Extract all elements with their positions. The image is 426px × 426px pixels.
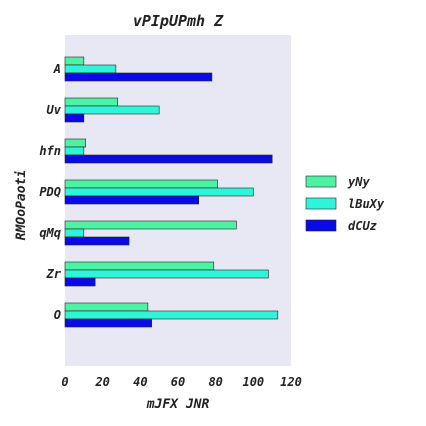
- y-tick-labels: A Uv hfn PDQ qMq Zr O: [39, 62, 61, 322]
- chart-title: vPIpUPmh Z: [133, 12, 224, 30]
- y-tick-label: PDQ: [39, 185, 61, 199]
- bar-lBuXy-O: [64, 310, 279, 320]
- legend: yNy lBuXy dCUz: [305, 175, 385, 233]
- bar-dCUz-O: [64, 318, 152, 328]
- x-tick-label: 0: [61, 375, 68, 389]
- x-tick-label: 80: [208, 375, 222, 389]
- x-tick-label: 60: [171, 375, 185, 389]
- bar-yNy-hfn: [64, 138, 87, 148]
- bar-lBuXy-Zr: [64, 269, 269, 279]
- legend-swatch-dCUz: [305, 219, 337, 232]
- y-tick-label: A: [53, 62, 61, 76]
- bar-dCUz-Uv: [64, 113, 85, 123]
- y-tick-label: Uv: [47, 103, 62, 117]
- y-tick-label: Zr: [46, 267, 62, 281]
- legend-label-lBuXy: lBuXy: [348, 197, 385, 211]
- bar-yNy-qMq: [64, 220, 237, 230]
- bars-group: [64, 56, 279, 328]
- y-tick-label: hfn: [39, 144, 61, 158]
- bar-yNy-PDQ: [64, 179, 218, 189]
- bar-dCUz-Zr: [64, 277, 96, 287]
- legend-swatch-lBuXy: [305, 197, 337, 210]
- x-tick-labels: 0 20 40 60 80 100 120: [61, 375, 301, 389]
- bar-yNy-Zr: [64, 261, 215, 271]
- x-tick-label: 40: [133, 375, 147, 389]
- x-tick-label: 120: [280, 375, 302, 389]
- y-tick-label: O: [54, 308, 61, 322]
- bar-dCUz-hfn: [64, 154, 273, 164]
- bar-dCUz-qMq: [64, 236, 130, 246]
- bar-lBuXy-A: [64, 64, 117, 74]
- bar-dCUz-PDQ: [64, 195, 200, 205]
- bar-lBuXy-qMq: [64, 228, 85, 238]
- x-tick-label: 20: [94, 375, 109, 389]
- legend-label-yNy: yNy: [347, 175, 370, 189]
- bar-yNy-A: [64, 56, 85, 66]
- bar-lBuXy-PDQ: [64, 187, 254, 197]
- y-tick-label: qMq: [39, 226, 61, 240]
- x-tick-label: 100: [242, 375, 264, 389]
- y-axis-label: RMOoPaoti: [14, 170, 29, 240]
- bar-lBuXy-hfn: [64, 146, 85, 156]
- bar-yNy-Uv: [64, 97, 119, 107]
- x-axis-label: mJFX JNR: [146, 397, 210, 412]
- bar-dCUz-A: [64, 72, 213, 82]
- bar-yNy-O: [64, 302, 149, 312]
- bar-lBuXy-Uv: [64, 105, 160, 115]
- legend-swatch-yNy: [305, 175, 337, 188]
- legend-label-dCUz: dCUz: [348, 219, 377, 233]
